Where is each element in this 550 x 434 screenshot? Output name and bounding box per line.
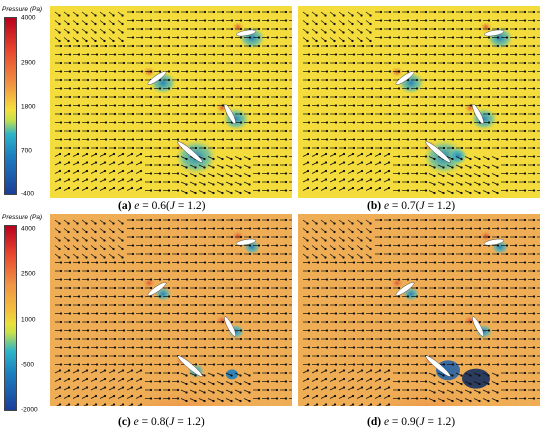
panel-d <box>298 214 540 406</box>
colorbar-tick: -400 <box>21 190 35 198</box>
colorbar-gradient <box>4 225 17 411</box>
stagnation-region <box>231 230 245 243</box>
caption-a: (a) e = 0.6(J = 1.2) <box>118 200 206 212</box>
pressure-field-d <box>298 214 540 406</box>
blade <box>177 141 203 163</box>
panel-c <box>50 214 292 406</box>
vortex-core <box>462 368 490 389</box>
velocity-vectors <box>54 218 292 406</box>
blade <box>472 104 484 124</box>
colorbar-tick: -500 <box>21 361 35 369</box>
blade <box>177 355 203 377</box>
pressure-field-a <box>50 6 292 198</box>
stagnation-region <box>479 230 493 243</box>
colorbar-tick: 1800 <box>21 103 36 111</box>
velocity-vectors <box>302 218 540 406</box>
blade <box>395 282 415 296</box>
blade <box>472 316 484 337</box>
colorbar-top: Pressure (Pa) 4000 2900 1800 700 -400 <box>2 6 46 198</box>
blade <box>235 29 257 37</box>
caption-d: (d) e = 0.9(J = 1.2) <box>367 416 456 428</box>
blade <box>147 282 167 296</box>
panel-a <box>50 6 292 198</box>
colorbar-tick: 2900 <box>21 59 36 67</box>
caption-b: (b) e = 0.7(J = 1.2) <box>367 200 456 212</box>
blade <box>224 316 236 337</box>
colorbar-tick: -2000 <box>21 406 38 414</box>
stagnation-region <box>142 277 156 289</box>
colorbar-title: Pressure (Pa) <box>2 214 43 221</box>
blade <box>235 238 257 246</box>
colorbar-tick: 4000 <box>21 14 36 22</box>
velocity-vectors <box>302 10 540 195</box>
blade <box>483 29 505 37</box>
colorbar-gradient <box>4 17 17 195</box>
pressure-field-c <box>50 214 292 406</box>
colorbar-tick: 700 <box>21 147 32 155</box>
blade <box>425 355 451 377</box>
stagnation-region <box>142 66 156 78</box>
pressure-field-b <box>298 6 540 198</box>
blade <box>395 71 415 85</box>
blade <box>483 238 505 246</box>
blade <box>425 141 451 163</box>
panel-b <box>298 6 540 198</box>
blade <box>224 104 236 124</box>
colorbar-tick: 2500 <box>21 270 36 278</box>
stagnation-region <box>390 66 404 78</box>
caption-c: (c) e = 0.8(J = 1.2) <box>118 416 205 428</box>
colorbar-tick: 4000 <box>21 225 36 233</box>
velocity-vectors <box>54 10 292 195</box>
stagnation-region <box>390 277 404 289</box>
colorbar-title: Pressure (Pa) <box>2 6 43 13</box>
colorbar-bottom: Pressure (Pa) 4000 2500 1000 -500 -2000 <box>2 214 46 414</box>
colorbar-tick: 1000 <box>21 316 36 324</box>
blade <box>147 71 167 85</box>
